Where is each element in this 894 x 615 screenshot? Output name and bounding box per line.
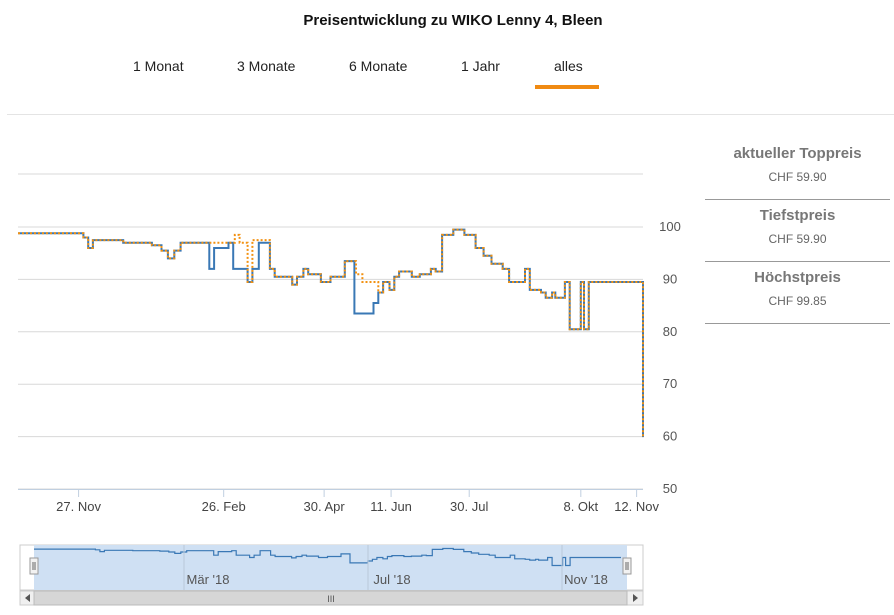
tab-1-monat[interactable]: 1 Monat [133,58,184,74]
y-tick-label: 80 [663,324,677,339]
x-tick-label: 8. Okt [563,499,598,514]
tab-1-jahr[interactable]: 1 Jahr [461,58,500,74]
page-title: Preisentwicklung zu WIKO Lenny 4, Bleen [303,12,603,29]
tab-3-monate[interactable]: 3 Monate [237,58,296,74]
summary-label: Höchstpreis [754,269,841,286]
scroll-right-arrow-icon[interactable] [633,594,638,602]
tab-6-monate[interactable]: 6 Monate [349,58,408,74]
y-tick-label: 50 [663,481,677,496]
x-tick-label: 11. Jun [370,499,412,514]
x-tick-label: 27. Nov [56,499,101,514]
y-tick-label: 60 [663,429,677,444]
scrollbar-thumb[interactable] [33,590,628,606]
handle-body [622,557,632,575]
navigator-series-line [34,547,621,567]
summary-label: Tiefstpreis [759,207,836,224]
handle-body [29,557,39,575]
x-tick-label: 30. Jul [450,499,488,514]
summary-value: CHF 99.85 [768,294,827,308]
navigator-handle-left[interactable] [29,557,39,575]
summary-current-top-price: aktueller Toppreis CHF 59.90 [705,138,890,200]
scrollbar-grip: III [327,594,335,604]
navigator-selection [34,545,627,590]
price-summary-panel: aktueller Toppreis CHF 59.90 Tiefstpreis… [705,138,890,324]
x-tick-label: 30. Apr [304,499,346,514]
summary-value: CHF 59.90 [768,232,827,246]
navigator-tick-label: Mär '18 [187,572,230,587]
x-tick-label: 26. Feb [202,499,246,514]
y-tick-label: 70 [663,376,677,391]
range-tabs: 1 Monat 3 Monate 6 Monate 1 Jahr alles [0,58,894,92]
navigator-handle-right[interactable] [622,557,632,575]
navigator-tick-label: Jul '18 [373,572,410,587]
header-divider [7,114,894,115]
x-tick-label: 12. Nov [614,499,659,514]
summary-highest-price: Höchstpreis CHF 99.85 [705,262,890,324]
summary-value: CHF 59.90 [768,170,827,184]
summary-lowest-price: Tiefstpreis CHF 59.90 [705,200,890,262]
series-line-dotted [18,228,644,438]
tab-alles[interactable]: alles [554,58,583,74]
scroll-left-arrow-icon[interactable] [25,594,30,602]
active-tab-indicator [535,85,599,89]
summary-label: aktueller Toppreis [733,145,862,162]
series-line-solid [18,228,644,438]
y-tick-label: 90 [663,271,677,286]
y-tick-label: 100 [659,219,681,234]
navigator-tick-label: Nov '18 [564,572,608,587]
